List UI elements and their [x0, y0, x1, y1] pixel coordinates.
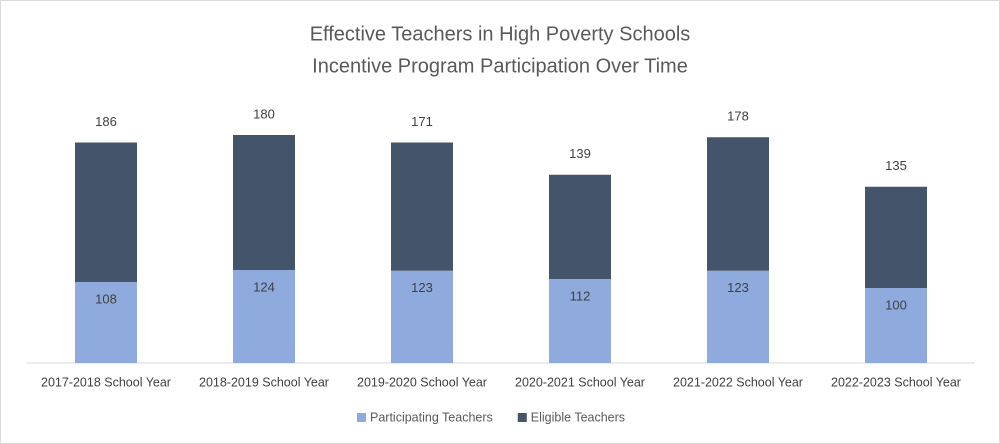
bar-segment	[391, 270, 453, 363]
x-tick-label: 2020-2021 School Year	[515, 375, 645, 389]
x-tick-label: 2022-2023 School Year	[831, 375, 961, 389]
bar-segment	[233, 270, 295, 363]
data-label: 139	[569, 146, 591, 161]
data-label: 124	[253, 279, 275, 294]
data-label: 112	[570, 288, 591, 303]
bar-segment	[865, 288, 927, 363]
chart-title: Effective Teachers in High Poverty Schoo…	[310, 23, 691, 45]
bar-segment	[75, 282, 137, 363]
data-label: 178	[727, 109, 749, 124]
bar-segment	[707, 137, 769, 271]
data-label: 135	[885, 158, 907, 173]
x-tick-label: 2018-2019 School Year	[199, 375, 329, 389]
chart-subtitle: Incentive Program Participation Over Tim…	[312, 55, 688, 77]
bar-segment	[75, 142, 137, 282]
data-label: 108	[95, 291, 117, 306]
data-label: 186	[95, 114, 117, 129]
data-label: 100	[885, 297, 907, 312]
x-tick-label: 2019-2020 School Year	[357, 375, 487, 389]
bar-segment	[549, 174, 611, 279]
bar-segment	[707, 270, 769, 363]
bar-segment	[865, 186, 927, 288]
bar-segment	[549, 279, 611, 363]
legend-swatch	[517, 413, 527, 422]
x-tick-label: 2021-2022 School Year	[673, 375, 803, 389]
data-label: 123	[411, 280, 433, 295]
data-label: 123	[727, 280, 749, 295]
legend-swatch	[357, 413, 366, 422]
bar-segment	[391, 142, 453, 271]
data-label: 180	[253, 106, 275, 121]
bar-segment	[233, 135, 295, 270]
legend-label: Eligible Teachers	[531, 410, 625, 424]
legend-label: Participating Teachers	[370, 410, 493, 424]
x-tick-label: 2017-2018 School Year	[41, 375, 171, 389]
data-label: 171	[411, 114, 433, 129]
